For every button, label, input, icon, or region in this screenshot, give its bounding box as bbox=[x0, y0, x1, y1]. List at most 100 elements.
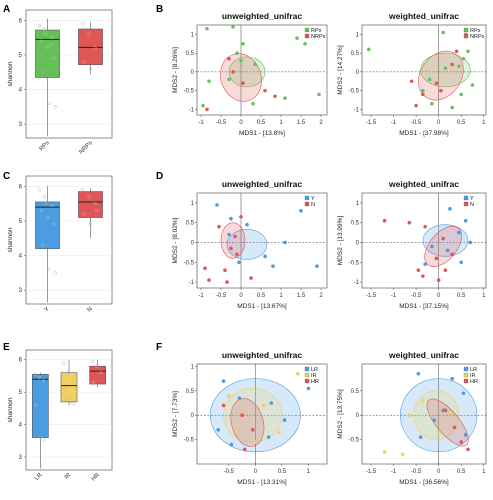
legend-swatch bbox=[463, 378, 469, 384]
x-axis-label: MDS1 - [37.98%] bbox=[399, 130, 449, 137]
data-point bbox=[282, 418, 287, 422]
jitter-point bbox=[63, 387, 67, 391]
y-tick-label: 4 bbox=[19, 254, 23, 260]
chart-f2: weighted_unifrac -1.5 -1 -0.5 0 0.5 1 -0.5 0 0.5 M… bbox=[337, 350, 487, 486]
data-point bbox=[430, 101, 434, 106]
data-point bbox=[454, 49, 459, 54]
data-point bbox=[235, 252, 239, 257]
data-point bbox=[450, 105, 454, 110]
data-point bbox=[452, 425, 457, 430]
data-point bbox=[470, 83, 475, 87]
jitter-point bbox=[66, 371, 70, 375]
y-axis-label: shannon bbox=[7, 397, 14, 422]
panel-label-f: F bbox=[156, 342, 162, 353]
x-tick-label: -1 bbox=[391, 293, 397, 299]
data-point bbox=[233, 234, 237, 239]
x-tick-label: -0.5 bbox=[411, 293, 422, 299]
data-point bbox=[450, 62, 454, 67]
data-point bbox=[205, 107, 209, 112]
data-point bbox=[229, 216, 233, 221]
data-point bbox=[261, 403, 266, 408]
legend: YN bbox=[463, 195, 474, 208]
data-point bbox=[245, 222, 249, 227]
jitter-point bbox=[82, 60, 86, 64]
jitter-point bbox=[33, 372, 37, 376]
chart-title: unweighted_unifrac bbox=[222, 179, 303, 189]
legend-swatch bbox=[304, 366, 310, 372]
y-tick-label: -0.5 bbox=[184, 89, 195, 95]
y-tick-label: 0 bbox=[191, 413, 195, 419]
x-tick-label: -1 bbox=[391, 469, 397, 475]
data-point bbox=[430, 244, 434, 249]
data-point bbox=[434, 81, 439, 85]
box-hr bbox=[89, 365, 106, 385]
data-point bbox=[448, 410, 452, 415]
x-tick-label: 0 bbox=[437, 293, 441, 299]
y-tick-label: 1 bbox=[191, 201, 195, 207]
data-point bbox=[461, 56, 466, 61]
data-point bbox=[216, 428, 221, 432]
chart-title: unweighted_unifrac bbox=[222, 11, 303, 21]
legend-swatch bbox=[304, 372, 310, 378]
data-point bbox=[366, 47, 371, 52]
x-tick-label: 0 bbox=[254, 469, 258, 475]
box-ir bbox=[60, 372, 78, 403]
legend-label: N bbox=[470, 202, 474, 208]
chart-f1: unweighted_unifrac -0.5 0 0.5 1 -0.5 0 0.5 1 MDS1… bbox=[172, 350, 328, 486]
legend-swatch bbox=[463, 366, 469, 372]
legend-label: N bbox=[311, 202, 315, 208]
chart-title: weighted_unifrac bbox=[388, 11, 459, 21]
y-tick-label: 1 bbox=[356, 201, 360, 207]
jitter-point bbox=[48, 42, 53, 47]
data-point bbox=[237, 260, 241, 265]
data-point bbox=[407, 220, 412, 225]
data-point bbox=[466, 49, 470, 54]
x-tick-label: Y bbox=[44, 306, 51, 313]
data-point bbox=[221, 403, 226, 408]
data-point bbox=[215, 203, 219, 207]
x-tick-label: 0.5 bbox=[457, 293, 466, 299]
x-tick-label: NRPs bbox=[79, 140, 94, 155]
x-tick-label: -1.5 bbox=[366, 469, 377, 475]
box-n bbox=[78, 191, 103, 218]
legend-label: LR bbox=[311, 367, 318, 373]
y-tick-label: 4 bbox=[19, 88, 23, 94]
legend-label: NRPs bbox=[311, 34, 326, 40]
data-point bbox=[436, 430, 441, 435]
y-tick-label: 0.5 bbox=[186, 389, 195, 395]
jitter-point bbox=[88, 222, 93, 227]
jitter-point bbox=[41, 243, 45, 247]
group-ellipse bbox=[230, 398, 265, 447]
x-axis-label: MDS1 - [13.67%] bbox=[237, 303, 287, 310]
data-point bbox=[317, 92, 321, 97]
y-tick-label: 1 bbox=[356, 32, 360, 38]
y-tick-label: 5 bbox=[19, 53, 23, 59]
data-point bbox=[229, 246, 233, 251]
data-point bbox=[427, 77, 432, 82]
jitter-point bbox=[87, 32, 91, 36]
jitter-point bbox=[67, 396, 71, 401]
x-tick-label: -0.5 bbox=[216, 293, 227, 299]
chart-c: 3 4 5 6 shannon Y N bbox=[7, 175, 113, 313]
data-point bbox=[277, 430, 282, 435]
legend-swatch bbox=[463, 372, 469, 378]
data-point bbox=[227, 393, 231, 398]
x-tick-label: 2 bbox=[319, 293, 323, 299]
panel-label-b: B bbox=[156, 4, 163, 15]
y-tick-label: 1 bbox=[191, 364, 195, 370]
x-tick-label: -0.5 bbox=[216, 120, 227, 126]
data-point bbox=[443, 408, 448, 413]
data-point bbox=[221, 379, 226, 383]
data-point bbox=[235, 51, 239, 55]
x-tick-label: 1.5 bbox=[297, 293, 306, 299]
box-y bbox=[35, 201, 60, 249]
data-point bbox=[423, 224, 427, 229]
box-rps bbox=[35, 29, 60, 78]
x-tick-label: 0.5 bbox=[278, 469, 287, 475]
jitter-point bbox=[82, 212, 86, 216]
data-point bbox=[263, 254, 267, 259]
y-tick-label: 0 bbox=[191, 240, 195, 246]
data-point bbox=[229, 442, 234, 447]
